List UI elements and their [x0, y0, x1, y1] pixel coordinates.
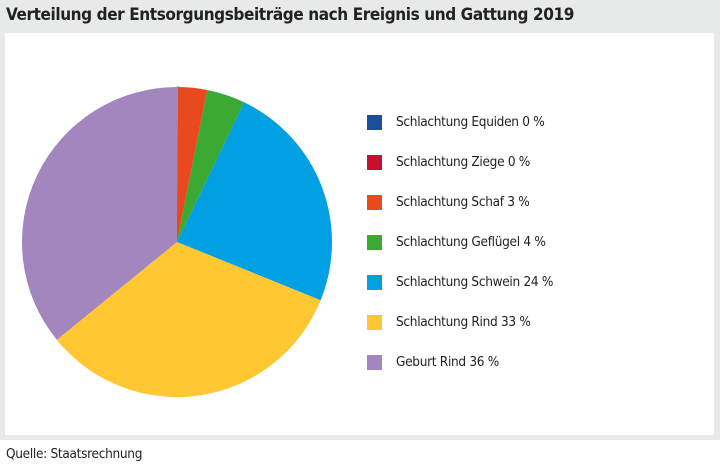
- pie-slice-geburt-rind: [22, 86, 179, 340]
- legend-swatch: [367, 354, 382, 370]
- legend-swatch: [367, 234, 382, 250]
- chart-title: Verteilung der Entsorgungsbeiträge nach …: [6, 5, 574, 25]
- chart-frame: Verteilung der Entsorgungsbeiträge nach …: [0, 0, 720, 440]
- legend-label: Schlachtung Geflügel 4 %: [396, 234, 546, 250]
- legend-swatch: [367, 114, 382, 130]
- chart-panel: Schlachtung Equiden 0 % Schlachtung Ziege…: [5, 33, 714, 435]
- legend-label: Schlachtung Schwein 24 %: [396, 274, 554, 290]
- legend-item: Schlachtung Geflügel 4 %: [367, 233, 546, 251]
- legend-item: Schlachtung Equiden 0 %: [367, 113, 545, 131]
- legend-item: Schlachtung Ziege 0 %: [367, 153, 530, 171]
- legend-label: Schlachtung Equiden 0 %: [396, 114, 545, 130]
- pie-chart: [22, 86, 332, 397]
- legend-item: Geburt Rind 36 %: [367, 353, 499, 371]
- legend-item: Schlachtung Rind 33 %: [367, 313, 531, 331]
- legend-swatch: [367, 154, 382, 170]
- legend-label: Geburt Rind 36 %: [396, 354, 500, 370]
- pie-slice-schlachtung-gefl-gel: [177, 89, 245, 242]
- legend-item: Schlachtung Schaf 3 %: [367, 193, 530, 211]
- pie-slice-schlachtung-rind: [56, 242, 321, 397]
- legend-swatch: [367, 274, 382, 290]
- pie-slice-schlachtung-schaf: [177, 87, 208, 242]
- legend-label: Schlachtung Schaf 3 %: [396, 194, 530, 210]
- legend-item: Schlachtung Schwein 24 %: [367, 273, 553, 291]
- pie-slice-schlachtung-schwein: [177, 102, 332, 301]
- legend-swatch: [367, 194, 382, 210]
- source-note: Quelle: Staatsrechnung: [6, 446, 143, 462]
- legend-swatch: [367, 314, 382, 330]
- legend-label: Schlachtung Ziege 0 %: [396, 154, 531, 170]
- legend-label: Schlachtung Rind 33 %: [396, 314, 531, 330]
